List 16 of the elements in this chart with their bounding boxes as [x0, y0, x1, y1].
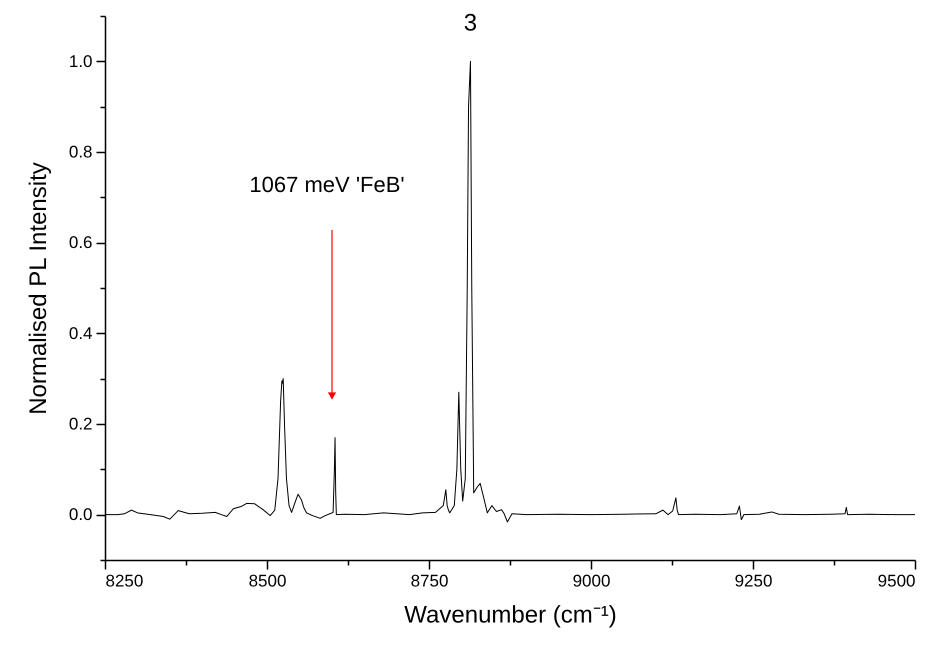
x-tick-label: 8500 — [248, 572, 286, 590]
x-tick-label: 8250 — [106, 572, 144, 590]
annotation: 3 — [464, 9, 478, 36]
x-tick-label: 9250 — [734, 572, 772, 590]
x-tick-label: 9000 — [572, 572, 610, 590]
x-tick-label: 8750 — [410, 572, 448, 590]
y-tick-label: 1.0 — [68, 52, 92, 71]
y-tick-label: 0.2 — [68, 414, 92, 434]
y-tick-label: 0.0 — [68, 505, 92, 524]
y-tick-label: 0.8 — [68, 142, 92, 162]
y-axis-title: Normalised PL Intensity — [24, 162, 52, 415]
annotation: 1067 meV 'FeB' — [249, 172, 405, 197]
x-axis-title: Wavenumber (cm⁻¹) — [404, 602, 617, 628]
y-tick-label: 0.6 — [68, 233, 92, 252]
x-tick-label: 9500 — [878, 572, 916, 590]
y-tick-label: 0.4 — [68, 324, 92, 343]
